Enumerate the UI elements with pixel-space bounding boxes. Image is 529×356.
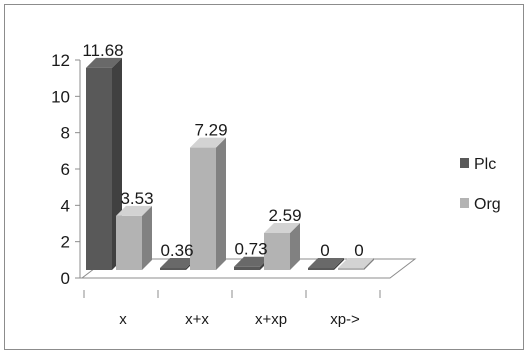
data-labels: 11.68 3.53 0.36 7.29 0.732.59 0 0 (82, 41, 363, 260)
y-tick-label: 10 (51, 87, 70, 106)
bar-plc-3 (308, 258, 344, 270)
legend-label: Org (474, 196, 501, 213)
data-label-org-3: 0 (354, 241, 363, 260)
bar-front (264, 232, 290, 270)
bar-org-0 (116, 205, 152, 270)
y-axis: 0 2 4 6 8 10 12 (51, 51, 390, 298)
y-tick-label: 12 (51, 51, 70, 70)
bar-side (216, 137, 226, 270)
bar-front (190, 147, 216, 270)
bar-org-2 (264, 222, 300, 270)
data-label-org-2: 2.59 (268, 206, 301, 225)
bar-layer (86, 57, 374, 271)
bar-front (234, 266, 260, 270)
data-label-plc-1: 0.36 (160, 241, 193, 260)
x-axis-labels: x x+x x+xp xp-> (119, 311, 360, 328)
legend-swatch (460, 198, 469, 208)
y-tick-label: 6 (61, 160, 70, 179)
category-label-1: x+x (185, 311, 209, 328)
bar-side (290, 222, 300, 270)
bar-top (338, 258, 374, 268)
category-label-3: xp-> (330, 311, 360, 328)
bar-front (308, 268, 334, 270)
y-tick-label: 4 (61, 196, 70, 215)
data-label-org-0: 3.53 (120, 189, 153, 208)
data-label-org-1: 7.29 (194, 121, 227, 140)
legend-label: Plc (474, 156, 496, 173)
legend-swatch (460, 158, 469, 168)
y-tick-label: 0 (61, 269, 70, 288)
data-label-plc-2: 0.73 (234, 240, 267, 259)
legend: Plc Org (460, 156, 501, 213)
legend-item-org: Org (460, 196, 501, 213)
bar-side (364, 258, 374, 270)
bar-side (334, 258, 344, 270)
bar-org-1 (190, 137, 226, 270)
data-label-plc-3: 0 (320, 241, 329, 260)
bar-front (86, 67, 112, 271)
bar-top (86, 57, 122, 68)
y-tick-label: 8 (61, 124, 70, 143)
bar-top (234, 256, 270, 267)
bar-top (116, 205, 152, 216)
bar-top (190, 137, 226, 148)
bar-org-3 (338, 258, 374, 270)
data-label-plc-0: 11.68 (82, 41, 123, 60)
bar-top (160, 258, 196, 268)
bar-side (142, 205, 152, 270)
bar-top (308, 258, 344, 268)
legend-item-plc: Plc (460, 156, 496, 173)
bar-top (264, 222, 300, 233)
bar-front (338, 268, 364, 270)
bar-front (160, 268, 186, 270)
category-label-0: x (119, 311, 127, 328)
bar-front (116, 215, 142, 270)
category-label-2: x+xp (255, 311, 287, 328)
y-tick-label: 2 (61, 233, 70, 252)
